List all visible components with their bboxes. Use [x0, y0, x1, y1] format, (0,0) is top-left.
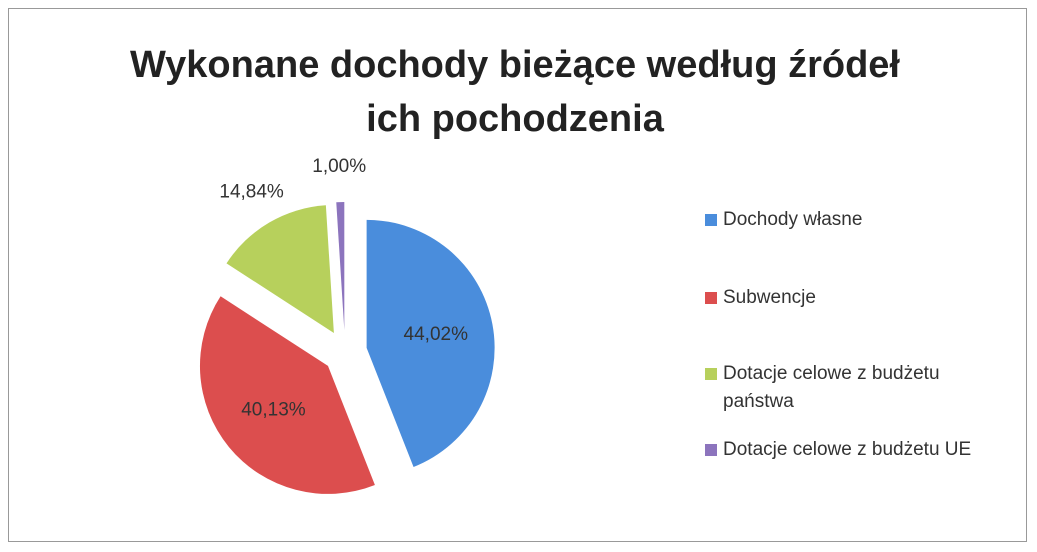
pie-slice — [226, 205, 334, 334]
legend-label: Dotacje celowe z budżetu UE — [723, 439, 972, 460]
legend-label: Subwencje — [723, 287, 816, 308]
data-label: 40,13% — [241, 400, 306, 421]
chart-frame — [8, 8, 1027, 542]
legend-swatch — [705, 444, 717, 456]
legend-label: Dotacje celowe z budżetu państwa — [723, 363, 940, 412]
pie-slice — [366, 219, 495, 467]
legend-item: Dotacje celowe z budżetu państwa — [705, 360, 1015, 416]
legend-label: Dochody własne — [723, 209, 863, 230]
legend-swatch — [705, 292, 717, 304]
data-label: 14,84% — [219, 181, 284, 202]
legend-swatch — [705, 368, 717, 380]
legend-item: Subwencje — [705, 284, 1015, 312]
legend-swatch — [705, 214, 717, 226]
legend-item: Dochody własne — [705, 206, 1015, 234]
pie-slice — [199, 296, 375, 494]
chart-title: Wykonane dochody bieżące według źródeł i… — [129, 44, 900, 140]
legend-item: Dotacje celowe z budżetu UE — [705, 436, 1015, 464]
pie-slice — [336, 202, 345, 331]
data-label: 44,02% — [404, 324, 469, 345]
data-label: 1,00% — [312, 156, 366, 177]
